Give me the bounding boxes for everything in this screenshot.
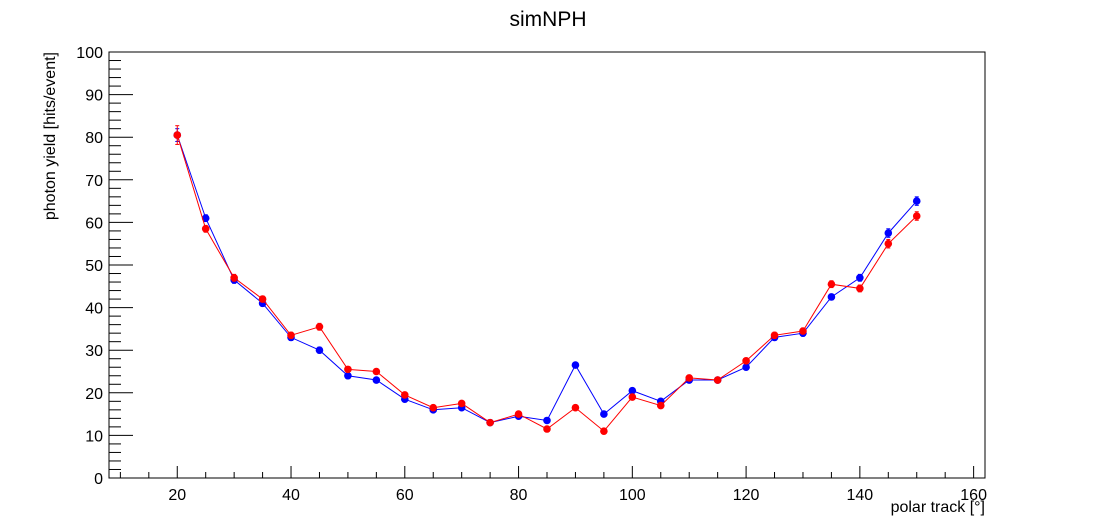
x-tick-label: 20 xyxy=(168,487,186,504)
x-tick-label: 120 xyxy=(733,487,760,504)
data-point xyxy=(656,401,665,410)
data-point xyxy=(344,365,352,374)
data-point xyxy=(315,346,324,355)
data-point xyxy=(201,224,210,233)
data-point xyxy=(600,427,608,435)
y-tick-label: 50 xyxy=(85,258,103,275)
y-tick-label: 40 xyxy=(85,301,103,318)
data-point xyxy=(486,418,494,427)
x-tick-label: 100 xyxy=(619,487,646,504)
data-point xyxy=(571,361,580,369)
y-axis: 0 10 20 30 40 50 60 70 80 90 100 xyxy=(76,45,133,488)
x-tick-label: 80 xyxy=(510,487,528,504)
series-line xyxy=(176,134,918,432)
x-tick-label: 160 xyxy=(960,487,987,504)
data-point xyxy=(742,357,750,365)
data-point xyxy=(543,416,551,425)
chart-title: simNPH xyxy=(510,8,587,31)
series-line xyxy=(176,134,918,424)
y-tick-label: 60 xyxy=(85,215,103,232)
y-axis-label: photon yield [hits/event] xyxy=(42,52,59,220)
data-point xyxy=(514,410,523,418)
y-tick-label: 30 xyxy=(85,343,103,360)
data-point xyxy=(429,403,438,412)
data-point xyxy=(713,376,722,384)
data-point xyxy=(571,403,580,412)
data-point xyxy=(372,367,381,376)
data-point xyxy=(856,273,864,282)
x-tick-label: 60 xyxy=(396,487,414,504)
x-tick-label: 140 xyxy=(847,487,874,504)
data-point xyxy=(287,331,295,340)
data-point xyxy=(912,212,921,220)
data-point xyxy=(543,425,551,433)
data-point xyxy=(742,363,750,372)
series-layer xyxy=(173,125,921,435)
data-point xyxy=(912,197,921,205)
y-tick-label: 10 xyxy=(85,428,103,445)
data-point xyxy=(827,293,836,301)
y-tick-label: 0 xyxy=(94,471,103,488)
data-point xyxy=(884,229,893,237)
data-point xyxy=(827,280,836,288)
x-axis-label: polar track [°] xyxy=(891,499,985,516)
y-tick-label: 20 xyxy=(85,386,103,403)
data-point xyxy=(400,391,409,399)
data-point xyxy=(258,295,267,303)
data-point xyxy=(856,284,864,293)
data-point xyxy=(884,239,893,248)
x-tick-label: 40 xyxy=(282,487,300,504)
plot-frame xyxy=(108,51,986,479)
series-2 xyxy=(173,125,921,435)
data-point xyxy=(315,322,324,331)
data-point xyxy=(628,386,637,395)
data-point xyxy=(201,214,210,222)
data-point xyxy=(799,327,807,335)
y-tick-label: 100 xyxy=(76,45,103,62)
data-point xyxy=(344,371,352,380)
y-tick-label: 80 xyxy=(85,130,103,147)
data-point xyxy=(600,410,608,418)
data-point xyxy=(685,374,694,382)
x-axis: 20 40 60 80 100 120 140 160 xyxy=(119,466,987,504)
y-tick-label: 70 xyxy=(85,173,103,190)
data-point xyxy=(230,273,238,282)
data-point xyxy=(628,393,637,401)
y-tick-label: 90 xyxy=(85,88,103,105)
data-point xyxy=(457,399,466,408)
data-point xyxy=(770,331,779,340)
data-point xyxy=(173,131,182,139)
data-point xyxy=(372,376,381,384)
series-1 xyxy=(173,128,921,427)
